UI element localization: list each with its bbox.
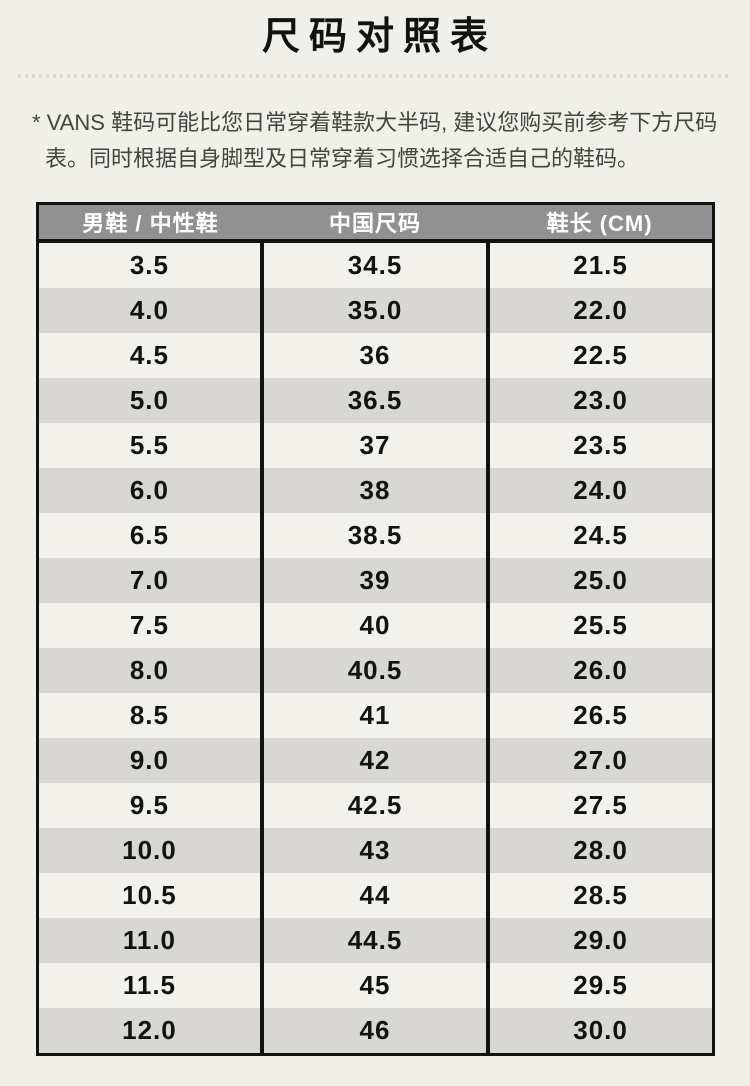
- page-title: 尺码对照表: [261, 16, 497, 58]
- size-conversion-table: 男鞋 / 中性鞋 中国尺码 鞋长 (CM) 3.5 34.5 21.5 4.0 35.0…: [35, 202, 715, 1056]
- table-cell: 25.0: [485, 558, 713, 603]
- table-cell: 45: [260, 963, 488, 1008]
- table-cell: 42: [260, 738, 488, 783]
- table-row: 9.5 42.5 27.5: [37, 783, 713, 828]
- size-note: * VANS 鞋码可能比您日常穿着鞋款大半码, 建议您购买前参考下方尺码表。同时…: [32, 110, 718, 171]
- column-header-mens-unisex: 男鞋 / 中性鞋: [37, 203, 263, 243]
- table-header-row: 男鞋 / 中性鞋 中国尺码 鞋长 (CM): [37, 203, 713, 243]
- table-cell: 29.0: [485, 918, 713, 963]
- table-row: 4.0 35.0 22.0: [37, 288, 713, 333]
- table-cell: 8.0: [37, 648, 263, 693]
- table-cell: 43: [260, 828, 488, 873]
- table-cell: 5.5: [37, 423, 263, 468]
- table-cell: 27.0: [485, 738, 713, 783]
- table-cell: 4.5: [37, 333, 263, 378]
- table-cell: 40: [260, 603, 488, 648]
- table-cell: 9.0: [37, 738, 263, 783]
- table-cell: 28.0: [485, 828, 713, 873]
- table-cell: 34.5: [260, 241, 488, 288]
- table-cell: 27.5: [485, 783, 713, 828]
- table-cell: 29.5: [485, 963, 713, 1008]
- table-cell: 9.5: [37, 783, 263, 828]
- table-cell: 23.0: [485, 378, 713, 423]
- table-cell: 38: [260, 468, 488, 513]
- table-cell: 6.0: [37, 468, 263, 513]
- table-row: 10.5 44 28.5: [37, 873, 713, 918]
- table-cell: 30.0: [485, 1008, 713, 1055]
- table-cell: 21.5: [485, 241, 713, 288]
- table-cell: 24.5: [485, 513, 713, 558]
- table-cell: 22.5: [485, 333, 713, 378]
- size-chart-page: 尺码对照表 * VANS 鞋码可能比您日常穿着鞋款大半码, 建议您购买前参考下方…: [18, 16, 732, 1056]
- dotted-divider: [18, 74, 732, 78]
- table-cell: 35.0: [260, 288, 488, 333]
- table-row: 3.5 34.5 21.5: [37, 241, 713, 288]
- table-cell: 38.5: [260, 513, 488, 558]
- table-cell: 40.5: [260, 648, 488, 693]
- table-row: 9.0 42 27.0: [37, 738, 713, 783]
- table-cell: 36.5: [260, 378, 488, 423]
- table-cell: 42.5: [260, 783, 488, 828]
- table-body: 3.5 34.5 21.5 4.0 35.0 22.0 4.5 36 22.5 5.0 36.5 23…: [37, 241, 713, 1055]
- table-cell: 25.5: [485, 603, 713, 648]
- table-row: 11.0 44.5 29.0: [37, 918, 713, 963]
- table-cell: 7.5: [37, 603, 263, 648]
- table-row: 5.5 37 23.5: [37, 423, 713, 468]
- table-cell: 11.5: [37, 963, 263, 1008]
- table-cell: 6.5: [37, 513, 263, 558]
- table-cell: 11.0: [37, 918, 263, 963]
- table-cell: 5.0: [37, 378, 263, 423]
- table-cell: 36: [260, 333, 488, 378]
- table-cell: 4.0: [37, 288, 263, 333]
- table-row: 8.5 41 26.5: [37, 693, 713, 738]
- table-row: 6.5 38.5 24.5: [37, 513, 713, 558]
- column-header-china-size: 中国尺码: [262, 203, 488, 243]
- table-cell: 22.0: [485, 288, 713, 333]
- table-cell: 24.0: [485, 468, 713, 513]
- table-cell: 44: [260, 873, 488, 918]
- table-cell: 41: [260, 693, 488, 738]
- table-row: 6.0 38 24.0: [37, 468, 713, 513]
- table-cell: 10.0: [37, 828, 263, 873]
- table-cell: 26.5: [485, 693, 713, 738]
- table-cell: 46: [260, 1008, 488, 1055]
- table-cell: 7.0: [37, 558, 263, 603]
- column-header-shoe-length-cm: 鞋长 (CM): [487, 203, 713, 243]
- table-row: 5.0 36.5 23.0: [37, 378, 713, 423]
- table-row: 10.0 43 28.0: [37, 828, 713, 873]
- table-cell: 44.5: [260, 918, 488, 963]
- table-cell: 12.0: [37, 1008, 263, 1055]
- table-cell: 37: [260, 423, 488, 468]
- table-cell: 26.0: [485, 648, 713, 693]
- table-cell: 10.5: [37, 873, 263, 918]
- table-row: 12.0 46 30.0: [37, 1008, 713, 1055]
- table-cell: 8.5: [37, 693, 263, 738]
- table-row: 7.0 39 25.0: [37, 558, 713, 603]
- table-row: 4.5 36 22.5: [37, 333, 713, 378]
- table-cell: 39: [260, 558, 488, 603]
- table-cell: 3.5: [37, 241, 263, 288]
- table-row: 8.0 40.5 26.0: [37, 648, 713, 693]
- table-header: 男鞋 / 中性鞋 中国尺码 鞋长 (CM): [37, 203, 713, 243]
- table-cell: 28.5: [485, 873, 713, 918]
- table-row: 7.5 40 25.5: [37, 603, 713, 648]
- table-row: 11.5 45 29.5: [37, 963, 713, 1008]
- table-cell: 23.5: [485, 423, 713, 468]
